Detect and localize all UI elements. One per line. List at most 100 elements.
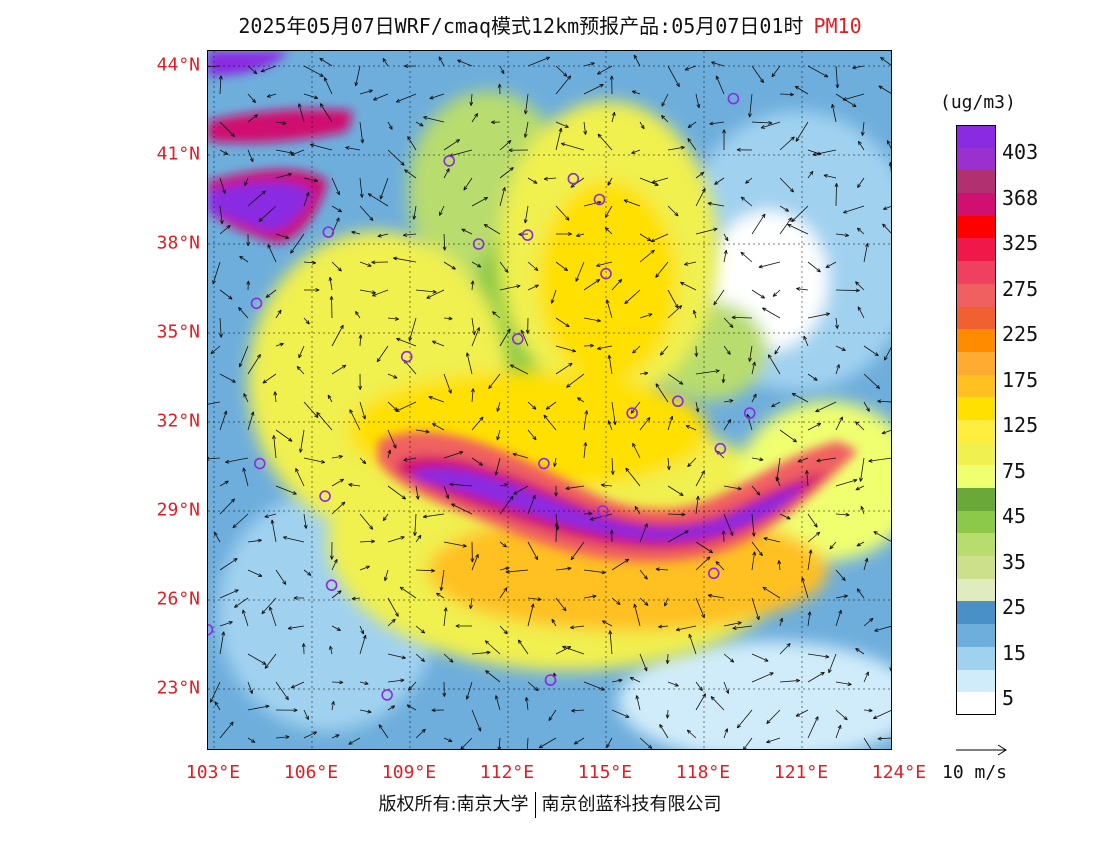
wind-arrow <box>685 425 697 431</box>
wind-arrow <box>470 280 475 291</box>
wind-arrow <box>387 705 396 711</box>
colorbar-segment <box>956 261 996 284</box>
wind-arrow <box>695 227 718 235</box>
wind-arrow <box>600 483 613 488</box>
wind-arrow <box>323 77 333 95</box>
wind-arrow <box>488 373 501 390</box>
wind-arrow <box>571 708 585 713</box>
wind-arrow <box>583 121 588 135</box>
wind-arrow <box>351 230 361 235</box>
wind-arrow <box>359 177 364 198</box>
city-marker <box>626 407 638 419</box>
wind-arrow <box>807 549 813 571</box>
wind-arrow <box>303 569 312 576</box>
wind-arrow <box>675 625 697 632</box>
wind-arrow <box>329 295 334 319</box>
wind-arrow <box>860 121 865 136</box>
wind-arrow <box>348 737 361 745</box>
wind-arrow <box>219 498 236 515</box>
wind-arrow <box>219 177 226 194</box>
wind-arrow <box>835 709 848 721</box>
wind-arrow <box>562 645 585 655</box>
wind-arrow <box>438 56 445 67</box>
city-marker <box>325 579 338 591</box>
colorbar-segment <box>956 601 996 625</box>
colorbar-segment <box>956 351 996 375</box>
wind-arrow <box>513 485 529 495</box>
wind-arrow <box>270 519 277 543</box>
wind-arrow <box>639 177 659 186</box>
wind-arrow <box>795 121 809 142</box>
wind-arrow <box>387 485 407 500</box>
wind-arrow <box>688 633 697 655</box>
wind-arrow <box>275 121 287 125</box>
wind-arrow <box>554 485 558 497</box>
wind-arrow <box>387 449 392 459</box>
wind-arrow <box>443 316 453 321</box>
wind-arrow <box>607 354 613 375</box>
wind-arrow <box>404 64 417 69</box>
wind-arrow <box>268 606 277 627</box>
wind-arrow <box>745 177 753 184</box>
wind-arrow <box>387 373 398 379</box>
wind-arrow <box>275 233 290 240</box>
wind-arrow <box>290 681 305 689</box>
wind-arrow <box>331 261 342 272</box>
wind-arrow <box>526 737 529 749</box>
wind-arrow <box>856 227 865 235</box>
wind-arrow <box>303 65 324 77</box>
wind-arrow <box>387 316 400 321</box>
wind-arrow <box>835 345 846 351</box>
wind-arrow <box>415 429 430 434</box>
wind-arrow <box>751 393 757 403</box>
wind-arrow <box>856 541 865 547</box>
wind-arrow <box>863 617 874 627</box>
wind-arrow <box>863 401 870 412</box>
wind-arrow <box>431 423 445 431</box>
wind-arrow <box>443 653 454 663</box>
wind-arrow <box>483 224 501 235</box>
wind-arrow <box>872 710 891 720</box>
wind-arrow <box>377 233 389 238</box>
wind-arrow <box>655 567 669 572</box>
colorbar-label: 5 <box>1002 686 1015 710</box>
wind-arrow <box>378 724 389 739</box>
wind-arrow <box>303 317 310 325</box>
wind-arrow <box>303 93 319 100</box>
wind-arrow <box>723 233 729 242</box>
wind-arrow <box>527 494 536 515</box>
wind-arrow <box>523 93 529 115</box>
lat-label: 26°N <box>156 588 200 610</box>
wind-arrow <box>359 261 372 267</box>
wind-arrow <box>695 369 720 375</box>
wind-arrow <box>443 168 450 179</box>
wind-arrow <box>264 513 277 518</box>
wind-arrow <box>751 120 773 125</box>
wind-arrow <box>449 482 473 487</box>
wind-arrow <box>287 625 305 630</box>
wind-arrow <box>293 596 305 600</box>
wind-arrow <box>461 228 473 235</box>
wind-arrow <box>455 624 473 628</box>
colorbar-label: 403 <box>1002 140 1039 164</box>
lat-label: 23°N <box>156 677 200 699</box>
wind-reference-arrow <box>956 744 1007 756</box>
wind-arrow <box>570 625 585 630</box>
wind-arrow <box>372 93 389 101</box>
wind-arrow <box>667 415 674 431</box>
wind-arrow <box>855 647 865 655</box>
colorbar-segment <box>956 488 996 511</box>
wind-arrow <box>465 681 473 700</box>
wind-arrow <box>721 373 726 384</box>
wind-arrow <box>303 288 320 292</box>
wind-arrow <box>695 597 705 619</box>
wind-arrow <box>471 317 476 336</box>
wind-arrow <box>413 513 417 536</box>
wind-arrow <box>639 233 652 242</box>
wind-arrow <box>422 513 445 519</box>
wind-arrow <box>463 177 473 191</box>
wind-arrow <box>714 177 725 185</box>
wind-arrow <box>842 93 865 101</box>
city-marker <box>593 193 606 206</box>
wind-arrow <box>655 383 669 403</box>
